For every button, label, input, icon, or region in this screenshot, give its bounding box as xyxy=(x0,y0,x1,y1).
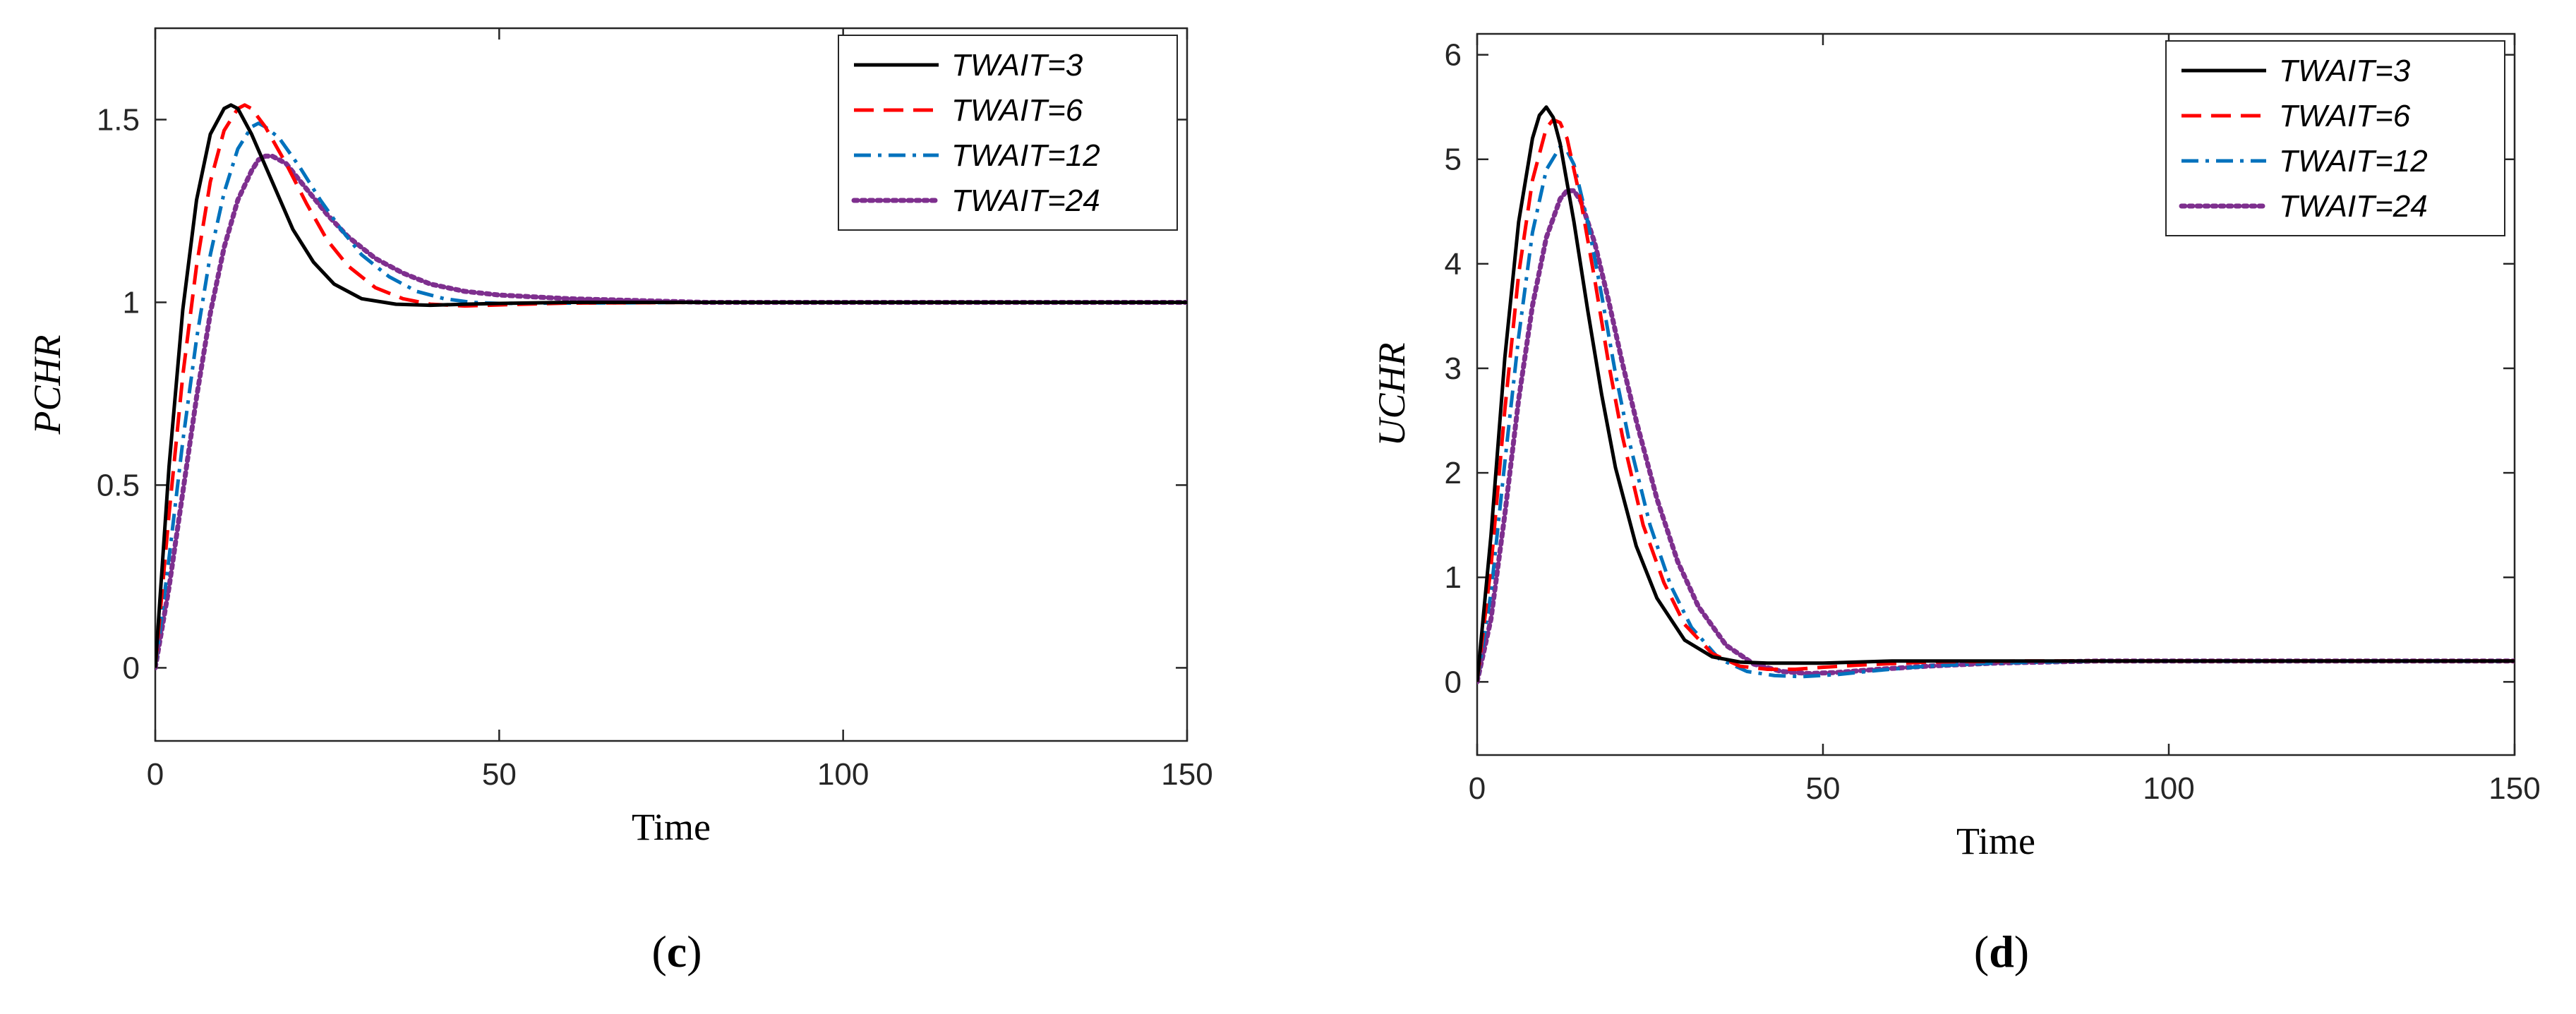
series-line-twait-12 xyxy=(1477,145,2515,682)
panel-label: (d) xyxy=(1974,927,2029,977)
y-tick-label: 5 xyxy=(1445,143,1462,177)
legend-entry-label: TWAIT=6 xyxy=(951,93,1083,128)
panel-label-open: ( xyxy=(1974,927,1989,977)
panel-label-open: ( xyxy=(651,927,666,977)
series-group xyxy=(1477,105,2515,684)
y-tick-label: 3 xyxy=(1445,351,1462,386)
y-tick-label: 4 xyxy=(1445,247,1462,282)
legend-entry-label: TWAIT=3 xyxy=(951,48,1083,83)
series-line-twait-6 xyxy=(1477,118,2515,682)
y-axis-label: PCHR xyxy=(26,335,68,435)
legend-entry-label: TWAIT=12 xyxy=(951,138,1100,173)
chart-panel-c: 0 50 100 15000.511.5TimePCHRTWAIT=3TWAIT=6T… xyxy=(26,27,1213,977)
y-tick-label: 0 xyxy=(123,651,140,685)
y-tick-label: 2 xyxy=(1445,456,1462,490)
x-tick-label: 100 xyxy=(2143,771,2194,806)
panel-label-letter: c xyxy=(667,927,687,977)
series-line-twait-12 xyxy=(155,121,1187,668)
legend-entry-label: TWAIT=24 xyxy=(2279,189,2428,224)
legend: TWAIT=3 TWAIT=6 TWAIT=12 TWAIT=24 xyxy=(838,35,1178,231)
series-line-twait-24 xyxy=(155,153,1187,670)
x-axis-label: Time xyxy=(632,806,711,848)
x-tick-label: 0 xyxy=(1469,771,1486,806)
series-line-twait-3 xyxy=(1477,105,2515,682)
series-line-twait-3 xyxy=(155,103,1187,668)
panel-label-letter: d xyxy=(1989,927,2014,977)
y-axis-label: UCHR xyxy=(1371,342,1413,446)
series-line-twait-6 xyxy=(155,103,1187,668)
legend-entry-label: TWAIT=3 xyxy=(2279,54,2411,88)
legend-entry-label: TWAIT=24 xyxy=(951,183,1100,218)
x-tick-label: 50 xyxy=(1806,771,1841,806)
panel-label: (c) xyxy=(651,927,702,977)
x-tick-label: 150 xyxy=(2488,771,2540,806)
y-tick-label: 0.5 xyxy=(97,468,140,502)
x-tick-label: 100 xyxy=(817,757,869,792)
panel-label-close: ) xyxy=(687,927,702,977)
y-tick-label: 1 xyxy=(1445,560,1462,595)
legend-entry-label: TWAIT=6 xyxy=(2279,99,2411,133)
x-tick-label: 150 xyxy=(1161,757,1212,792)
chart-panel-d: 0 50 100 1500123456TimeUCHRTWAIT=3TWAIT=6TW… xyxy=(1371,32,2541,977)
y-tick-label: 0 xyxy=(1445,665,1462,699)
legend: TWAIT=3 TWAIT=6 TWAIT=12 TWAIT=24 xyxy=(2165,40,2505,236)
y-tick-label: 1.5 xyxy=(97,102,140,137)
legend-entry-label: TWAIT=12 xyxy=(2279,144,2428,179)
x-axis-label: Time xyxy=(1956,820,2035,862)
x-tick-label: 50 xyxy=(482,757,517,792)
series-group xyxy=(155,103,1187,670)
legend-box xyxy=(838,35,1178,231)
legend-box xyxy=(2165,40,2505,236)
y-tick-label: 6 xyxy=(1445,38,1462,73)
y-tick-label: 1 xyxy=(123,285,140,320)
x-tick-label: 0 xyxy=(147,757,164,792)
panel-label-close: ) xyxy=(2014,927,2029,977)
